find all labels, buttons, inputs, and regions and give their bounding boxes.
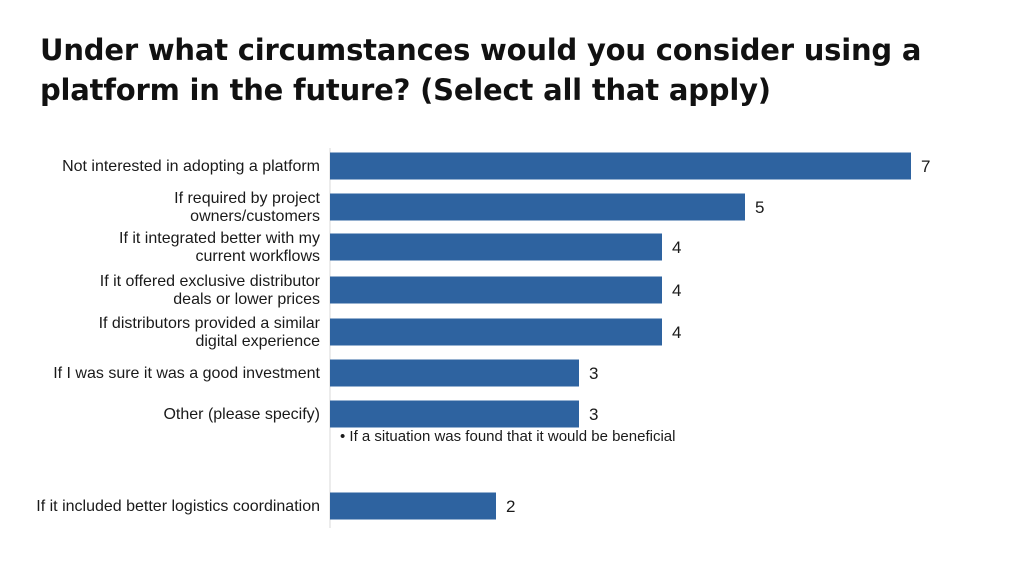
category-label: If it integrated better with my current w… — [119, 230, 320, 265]
category-label: If it offered exclusive distributor deals… — [100, 273, 321, 308]
category-label: If I was sure it was a good investment — [53, 365, 320, 382]
bar — [330, 492, 496, 520]
data-label: 7 — [921, 157, 930, 176]
data-label: 3 — [589, 364, 598, 383]
category-label: If it included better logistics coordina… — [36, 498, 320, 515]
data-label: 4 — [672, 323, 681, 342]
bar — [330, 400, 579, 428]
category-label: If required by project owners/customers — [174, 190, 320, 225]
category-label: If distributors provided a similar digita… — [99, 315, 321, 350]
bar — [330, 318, 662, 346]
annotation: • If a situation was found that it would… — [340, 428, 675, 445]
data-label: 4 — [672, 238, 681, 257]
bar — [330, 276, 662, 304]
bar — [330, 359, 579, 387]
bar — [330, 193, 745, 221]
data-label: 4 — [672, 281, 681, 300]
category-label: Not interested in adopting a platform — [62, 158, 320, 175]
bar — [330, 152, 911, 180]
data-label: 3 — [589, 405, 598, 424]
chart-title: Under what circumstances would you consi… — [40, 33, 922, 107]
data-label: 2 — [506, 497, 515, 516]
category-label: Other (please specify) — [163, 406, 320, 423]
data-label: 5 — [755, 198, 764, 217]
bar — [330, 233, 662, 261]
